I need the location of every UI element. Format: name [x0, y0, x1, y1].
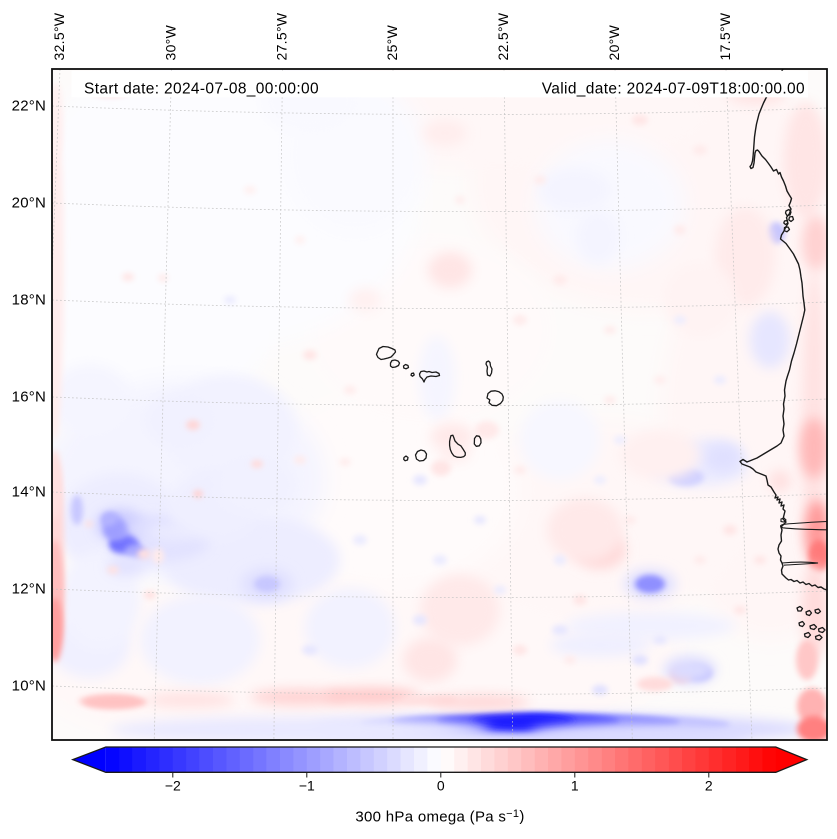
svg-text:Valid_date: 2024-07-09T18:00:0: Valid_date: 2024-07-09T18:00:00.00 — [542, 81, 805, 98]
svg-text:18°N: 18°N — [12, 292, 46, 309]
svg-text:20°W: 20°W — [606, 24, 622, 60]
svg-text:0: 0 — [437, 777, 445, 793]
svg-text:12°N: 12°N — [12, 581, 46, 598]
svg-text:16°N: 16°N — [12, 389, 46, 406]
svg-text:22.5°W: 22.5°W — [495, 12, 511, 60]
svg-text:17.5°W: 17.5°W — [717, 12, 733, 60]
svg-text:25°W: 25°W — [384, 24, 400, 60]
svg-text:10°N: 10°N — [12, 678, 46, 695]
svg-text:−1: −1 — [299, 777, 315, 793]
svg-text:1: 1 — [571, 777, 579, 793]
svg-text:30°W: 30°W — [163, 24, 179, 60]
svg-text:20°N: 20°N — [12, 195, 46, 212]
svg-text:−2: −2 — [165, 777, 181, 793]
svg-text:2: 2 — [705, 777, 713, 793]
svg-text:300 hPa omega (Pa s−1): 300 hPa omega (Pa s−1) — [355, 808, 524, 826]
svg-text:Start date: 2024-07-08_00:00:0: Start date: 2024-07-08_00:00:00 — [84, 81, 319, 98]
svg-text:22°N: 22°N — [12, 98, 46, 115]
svg-text:14°N: 14°N — [12, 484, 46, 501]
svg-text:27.5°W: 27.5°W — [274, 12, 290, 60]
svg-text:32.5°W: 32.5°W — [51, 12, 67, 60]
